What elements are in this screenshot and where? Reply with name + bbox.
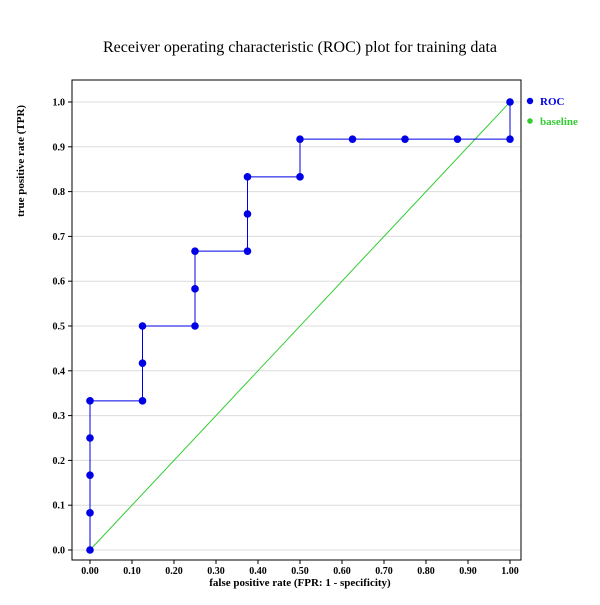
roc-point: [86, 471, 94, 479]
roc-point: [86, 434, 94, 442]
x-tick-label: 0.50: [291, 566, 309, 577]
x-tick-label: 0.90: [459, 566, 477, 577]
y-tick-label: 0.5: [53, 322, 66, 333]
legend-marker-baseline: [527, 118, 533, 124]
roc-point: [243, 247, 252, 255]
x-tick-label: 0.60: [333, 566, 351, 577]
x-tick-label: 0.70: [375, 566, 393, 577]
roc-point: [453, 135, 462, 143]
y-axis-label: true positive rate (TPR): [15, 105, 27, 217]
y-tick-label: 0.1: [53, 501, 66, 512]
x-tick-label: 0.20: [165, 566, 183, 577]
roc-point: [191, 285, 199, 293]
roc-point: [296, 135, 304, 143]
x-tick-label: 0.30: [207, 566, 225, 577]
roc-point: [138, 397, 147, 405]
x-tick-label: 0.80: [417, 566, 435, 577]
roc-point: [243, 210, 252, 218]
roc-point: [348, 135, 357, 143]
y-tick-label: 0.3: [53, 411, 66, 422]
roc-point: [243, 173, 252, 181]
x-tick-label: 0.10: [123, 566, 141, 577]
roc-point: [401, 135, 409, 143]
roc-point: [86, 509, 94, 517]
y-tick-label: 0.6: [53, 277, 66, 288]
roc-point: [86, 546, 94, 554]
axes: 0.0 0.1 0.2 0.3 0.4 0.5 0.6 0.7 0.8 0.9 1.0 0.00 0.1…: [53, 79, 522, 577]
x-tick-label: 0.00: [81, 566, 99, 577]
plot-frame: [71, 79, 522, 561]
baseline-line: [89, 101, 511, 551]
y-tick-label: 0.7: [53, 232, 66, 243]
y-tick-label: 0.4: [53, 366, 66, 377]
roc-point: [191, 247, 199, 255]
x-axis-label: false positive rate (FPR: 1 - specificit…: [209, 577, 391, 589]
roc-point: [506, 98, 514, 106]
chart-title: Receiver operating characteristic (ROC) …: [103, 39, 497, 56]
y-tick-label: 0.9: [53, 142, 66, 153]
roc-point: [86, 397, 94, 405]
roc-point: [191, 322, 199, 330]
y-tick-label: 0.8: [53, 187, 66, 198]
series-layer: [86, 98, 514, 554]
legend-label-baseline: baseline: [540, 116, 578, 128]
roc-point: [296, 173, 304, 181]
x-tick-label: 0.40: [249, 566, 267, 577]
roc-point: [506, 135, 514, 143]
y-tick-label: 1.0: [53, 98, 66, 109]
y-tick-label: 0.0: [53, 546, 66, 557]
legend-label-ROC: ROC: [540, 96, 565, 108]
roc-point: [138, 359, 147, 367]
legend: ROC baseline: [526, 96, 578, 128]
roc-point: [138, 322, 147, 330]
legend-marker-ROC: [526, 97, 534, 105]
x-tick-label: 1.00: [501, 566, 519, 577]
y-tick-label: 0.2: [53, 456, 66, 467]
